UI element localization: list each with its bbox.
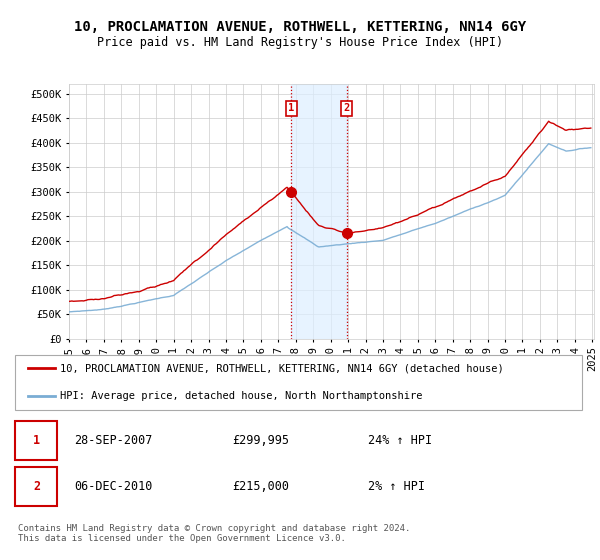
FancyBboxPatch shape <box>15 421 58 460</box>
Text: £215,000: £215,000 <box>232 480 289 493</box>
Text: 2% ↑ HPI: 2% ↑ HPI <box>368 480 425 493</box>
Text: HPI: Average price, detached house, North Northamptonshire: HPI: Average price, detached house, Nort… <box>60 391 423 402</box>
Text: 10, PROCLAMATION AVENUE, ROTHWELL, KETTERING, NN14 6GY: 10, PROCLAMATION AVENUE, ROTHWELL, KETTE… <box>74 20 526 34</box>
Text: 1: 1 <box>288 104 295 114</box>
Text: Price paid vs. HM Land Registry's House Price Index (HPI): Price paid vs. HM Land Registry's House … <box>97 36 503 49</box>
Text: 28-SEP-2007: 28-SEP-2007 <box>74 434 153 447</box>
Text: Contains HM Land Registry data © Crown copyright and database right 2024.
This d: Contains HM Land Registry data © Crown c… <box>18 524 410 543</box>
Text: 1: 1 <box>33 434 40 447</box>
Text: 24% ↑ HPI: 24% ↑ HPI <box>368 434 432 447</box>
FancyBboxPatch shape <box>15 354 582 410</box>
Text: £299,995: £299,995 <box>232 434 289 447</box>
Text: 06-DEC-2010: 06-DEC-2010 <box>74 480 153 493</box>
Bar <box>292 84 347 339</box>
Text: 10, PROCLAMATION AVENUE, ROTHWELL, KETTERING, NN14 6GY (detached house): 10, PROCLAMATION AVENUE, ROTHWELL, KETTE… <box>60 363 504 373</box>
Text: 2: 2 <box>33 480 40 493</box>
Text: 2: 2 <box>344 104 350 114</box>
FancyBboxPatch shape <box>15 467 58 506</box>
